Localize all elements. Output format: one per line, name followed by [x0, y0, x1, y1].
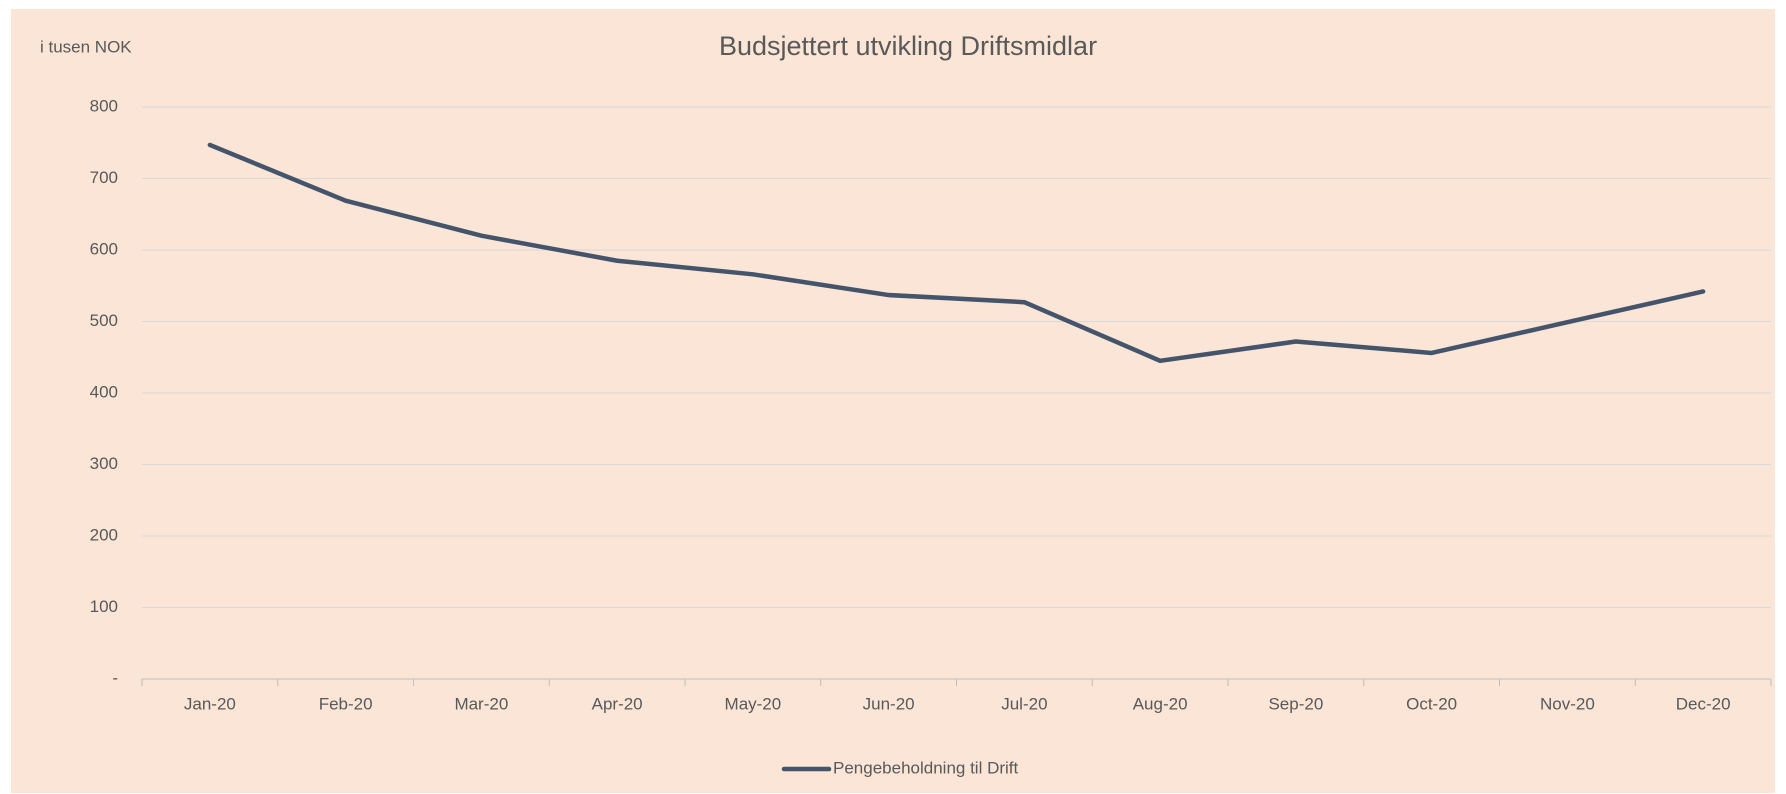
x-tick-label: Aug-20: [1133, 694, 1188, 713]
y-tick-label: 500: [90, 311, 118, 330]
x-tick-label: Oct-20: [1406, 694, 1457, 713]
series-line: [207, 142, 1706, 364]
x-tick-label: Mar-20: [454, 694, 508, 713]
x-tick-label: Dec-20: [1676, 694, 1731, 713]
x-tick-label: Sep-20: [1268, 694, 1323, 713]
chart-title: Budsjettert utvikling Driftsmidlar: [719, 31, 1097, 61]
x-tick-label: Jul-20: [1001, 694, 1047, 713]
y-axis-label: i tusen NOK: [40, 37, 132, 56]
y-tick-label: 100: [90, 597, 118, 616]
x-tick-label: Jan-20: [184, 694, 236, 713]
x-tick-label: Feb-20: [319, 694, 373, 713]
y-tick-label: 400: [90, 382, 118, 401]
y-tick-label: 700: [90, 168, 118, 187]
y-tick-label: 800: [90, 96, 118, 115]
x-tick-label: Apr-20: [592, 694, 643, 713]
y-tick-label: -: [112, 668, 118, 687]
x-tick-label: May-20: [725, 694, 782, 713]
y-tick-label: 300: [90, 454, 118, 473]
chart-background: [11, 9, 1775, 793]
x-tick-label: Nov-20: [1540, 694, 1595, 713]
y-tick-label: 200: [90, 525, 118, 544]
y-tick-label: 600: [90, 239, 118, 258]
x-tick-label: Jun-20: [863, 694, 915, 713]
legend-label: Pengebeholdning til Drift: [833, 758, 1019, 777]
